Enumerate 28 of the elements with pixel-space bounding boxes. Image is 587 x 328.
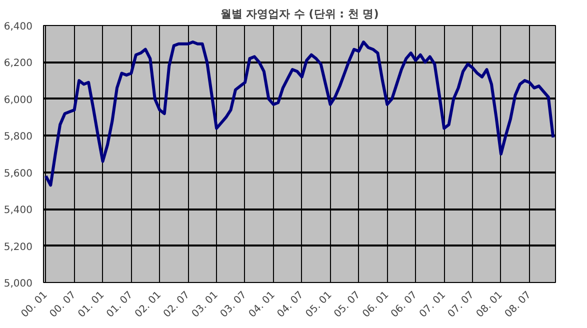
y-tick-label: 5,400 [4, 205, 33, 216]
y-tick-label: 6,200 [4, 58, 33, 70]
x-tick-label: 05. 01 [304, 290, 334, 320]
x-tick-label: 01. 07 [104, 290, 136, 320]
y-tick-label: 5,600 [4, 168, 33, 180]
x-tick-label: 01. 01 [76, 290, 107, 320]
y-tick-label: 6,000 [4, 94, 33, 106]
x-tick-label: 02. 07 [162, 290, 192, 320]
x-tick-label: 00. 07 [48, 290, 78, 320]
x-tick-label: 08. 01 [474, 290, 505, 320]
x-tick-label: 04. 01 [247, 290, 278, 320]
x-tick-label: 06. 01 [360, 290, 392, 320]
x-tick-label: 00. 01 [19, 290, 50, 320]
y-tick-label: 5,800 [4, 132, 33, 143]
x-tick-label: 08. 07 [503, 290, 534, 320]
x-tick-label: 02. 01 [133, 290, 164, 320]
x-tick-label: 04. 07 [275, 290, 306, 320]
x-tick-label: 03. 01 [190, 290, 220, 320]
y-tick-label: 5,000 [4, 278, 33, 290]
y-tick-label: 5,200 [4, 242, 33, 253]
x-tick-label: 07. 07 [446, 290, 476, 320]
y-tick-label: 6,400 [4, 22, 33, 32]
x-tick-label: 06. 07 [389, 290, 420, 320]
x-tick-label: 07. 01 [418, 290, 448, 320]
x-tick-label: 03. 07 [218, 290, 249, 320]
chart-title: 월별 자영업자 수 (단위 : 천 명) [220, 8, 379, 20]
x-tick-label: 05. 07 [332, 290, 363, 320]
line-series [44, 40, 555, 187]
